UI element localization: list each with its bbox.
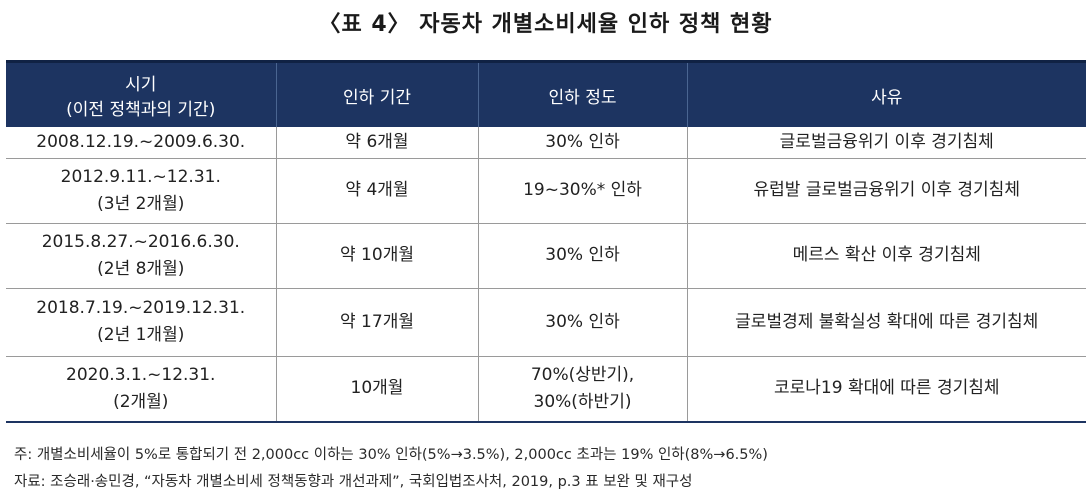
cell-duration: 10개월 bbox=[275, 356, 478, 423]
cell-period-gap: (3년 2개월) bbox=[97, 193, 185, 214]
cell-duration: 약 10개월 bbox=[275, 223, 478, 289]
table-row: 2018.7.19.~2019.12.31. (2년 1개월) 약 17개월 3… bbox=[6, 288, 1086, 357]
cell-period: 2020.3.1.~12.31. (2개월) bbox=[6, 356, 276, 423]
table-title: 〈표 4〉 자동차 개별소비세율 인하 정책 현황 bbox=[318, 12, 773, 37]
header-duration: 인하 기간 bbox=[275, 60, 478, 127]
cell-degree-line1: 19~30%* 인하 bbox=[523, 180, 642, 200]
cell-reason: 코로나19 확대에 따른 경기침체 bbox=[686, 356, 1086, 423]
cell-period-dates: 2015.8.27.~2016.6.30. bbox=[41, 231, 240, 252]
cell-degree-line1: 30% 인하 bbox=[545, 311, 620, 332]
cell-degree-line1: 70%(상반기), bbox=[530, 364, 635, 385]
source-note: 자료: 조승래·송민경, “자동차 개별소비세 정책동향과 개선과제”, 국회입… bbox=[14, 474, 693, 490]
header-degree: 인하 정도 bbox=[477, 60, 687, 127]
cell-degree-line1: 30% 인하 bbox=[545, 131, 620, 152]
cell-duration: 약 17개월 bbox=[275, 288, 478, 357]
cell-period-gap: (2개월) bbox=[113, 391, 169, 412]
header-period-line2: (이전 정책과의 기간) bbox=[66, 100, 216, 120]
table-row: 2008.12.19.~2009.6.30. 약 6개월 30% 인하 글로벌금… bbox=[6, 127, 1086, 159]
cell-period-gap: (2년 1개월) bbox=[97, 325, 185, 345]
cell-period-dates: 2008.12.19.~2009.6.30. bbox=[36, 131, 246, 152]
header-row: 시기 (이전 정책과의 기간) 인하 기간 인하 정도 사유 bbox=[6, 60, 1086, 127]
cell-period: 2008.12.19.~2009.6.30. bbox=[6, 127, 276, 159]
table-header: 시기 (이전 정책과의 기간) 인하 기간 인하 정도 사유 bbox=[6, 60, 1086, 127]
cell-period-dates: 2020.3.1.~12.31. bbox=[66, 364, 216, 385]
table-row: 2020.3.1.~12.31. (2개월) 10개월 70%(상반기), 30… bbox=[6, 356, 1086, 423]
cell-period-gap: (2년 8개월) bbox=[97, 258, 185, 279]
cell-period-dates: 2012.9.11.~12.31. bbox=[60, 166, 221, 187]
header-period: 시기 (이전 정책과의 기간) bbox=[6, 60, 276, 127]
table-notes: 주: 개별소비세율이 5%로 통합되기 전 2,000cc 이하는 30% 인하… bbox=[14, 442, 768, 496]
footnote: 주: 개별소비세율이 5%로 통합되기 전 2,000cc 이하는 30% 인하… bbox=[14, 447, 768, 463]
cell-degree: 30% 인하 bbox=[477, 223, 687, 289]
cell-period: 2018.7.19.~2019.12.31. (2년 1개월) bbox=[6, 288, 276, 357]
cell-duration: 약 4개월 bbox=[275, 158, 478, 224]
cell-degree: 70%(상반기), 30%(하반기) bbox=[477, 356, 687, 423]
table-row: 2015.8.27.~2016.6.30. (2년 8개월) 약 10개월 30… bbox=[6, 223, 1086, 289]
cell-reason: 글로벌경제 불확실성 확대에 따른 경기침체 bbox=[686, 288, 1086, 357]
cell-period: 2012.9.11.~12.31. (3년 2개월) bbox=[6, 158, 276, 224]
header-period-line1: 시기 bbox=[125, 75, 157, 95]
cell-reason: 글로벌금융위기 이후 경기침체 bbox=[686, 127, 1086, 159]
policy-table: 시기 (이전 정책과의 기간) 인하 기간 인하 정도 사유 2008.12.1… bbox=[6, 60, 1086, 423]
cell-period-dates: 2018.7.19.~2019.12.31. bbox=[36, 298, 246, 318]
cell-degree: 30% 인하 bbox=[477, 288, 687, 357]
cell-reason: 메르스 확산 이후 경기침체 bbox=[686, 223, 1086, 289]
cell-period: 2015.8.27.~2016.6.30. (2년 8개월) bbox=[6, 223, 276, 289]
cell-degree-line2: 30%(하반기) bbox=[533, 391, 632, 412]
cell-degree-line1: 30% 인하 bbox=[545, 245, 620, 265]
table-row: 2012.9.11.~12.31. (3년 2개월) 약 4개월 19~30%*… bbox=[6, 158, 1086, 224]
cell-degree: 30% 인하 bbox=[477, 127, 687, 159]
cell-duration: 약 6개월 bbox=[275, 127, 478, 159]
table-body: 2008.12.19.~2009.6.30. 약 6개월 30% 인하 글로벌금… bbox=[6, 127, 1086, 423]
cell-degree: 19~30%* 인하 bbox=[477, 158, 687, 224]
header-reason: 사유 bbox=[686, 60, 1086, 127]
cell-reason: 유럽발 글로벌금융위기 이후 경기침체 bbox=[686, 158, 1086, 224]
